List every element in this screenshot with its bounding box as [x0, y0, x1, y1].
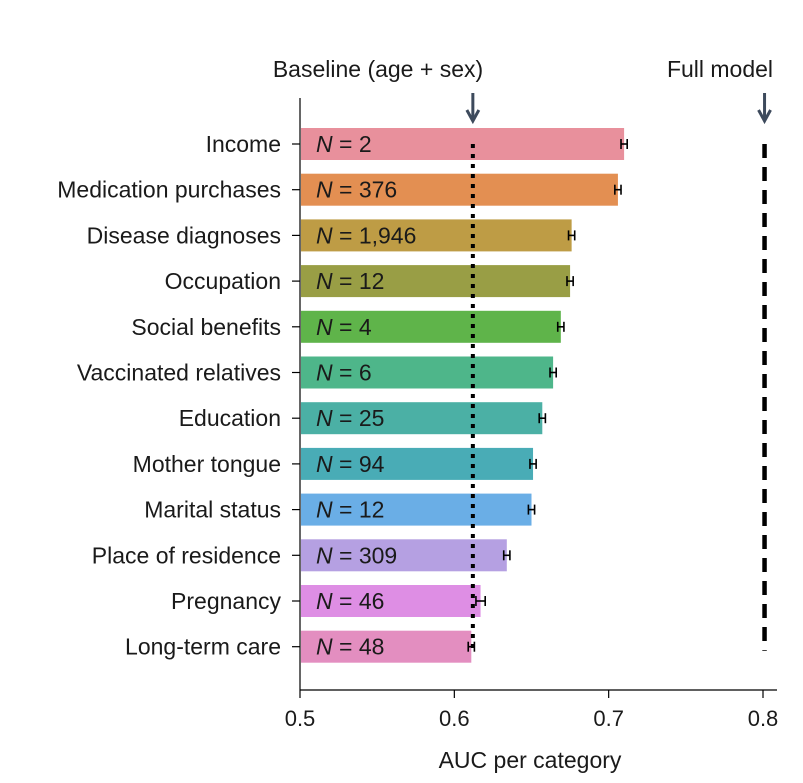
x-tick-label-0-6: 0.6 [439, 706, 470, 731]
error-bar-long-term-care [467, 641, 476, 652]
bar-pregnancy [301, 585, 481, 617]
bar-mother-tongue [301, 447, 534, 480]
n-label-marital-status: N = 12 [316, 497, 384, 523]
category-label-disease-diagnoses: Disease diagnoses [87, 222, 281, 248]
error-bar-occupation [566, 276, 574, 287]
error-bar-pregnancy [475, 596, 487, 606]
error-bar-disease-diagnoses [567, 230, 576, 241]
y-axis: Income Medication purchases Disease diagno… [57, 98, 301, 690]
category-label-mother-tongue: Mother tongue [133, 451, 281, 477]
n-label-income: N = 2 [316, 131, 372, 157]
x-axis-title: AUC per category [439, 747, 622, 773]
category-label-marital-status: Marital status [144, 497, 281, 523]
category-label-place-of-residence: Place of residence [92, 542, 281, 568]
bar-marital-status [301, 493, 532, 526]
category-label-education: Education [179, 405, 281, 431]
reference-arrows [465, 93, 772, 125]
error-bar-education [538, 413, 547, 424]
n-label-long-term-care: N = 48 [316, 634, 384, 660]
bar-disease-diagnoses [301, 219, 572, 252]
n-label-pregnancy: N = 46 [316, 588, 384, 614]
error-bar-vaccinated-relatives [549, 367, 557, 378]
full-model-arrow-head [757, 109, 772, 125]
n-label-mother-tongue: N = 94 [316, 451, 385, 477]
category-label-occupation: Occupation [165, 268, 281, 294]
n-label-disease-diagnoses: N = 1,946 [316, 222, 416, 248]
reference-lines [470, 144, 767, 651]
category-label-medication-purchases: Medication purchases [57, 177, 281, 203]
error-bar-place-of-residence [502, 550, 511, 561]
error-bar-medication-purchases [614, 184, 622, 195]
x-tick-label-0-5: 0.5 [285, 706, 316, 731]
full-model-arrow-icon [757, 93, 772, 125]
error-bar-income [620, 139, 628, 149]
full-model-label: Full model [667, 56, 773, 82]
n-labels: N = 2 N = 376 N = 1,946 N = 12 N = 4 N = 6 N =… [316, 131, 416, 660]
category-label-income: Income [206, 131, 281, 157]
x-tick-label-0-7: 0.7 [593, 706, 624, 731]
x-axis: 0.5 0.6 0.7 0.8 [285, 689, 779, 731]
reference-labels: Baseline (age + sex) Full model [273, 56, 773, 82]
baseline-arrow-icon [465, 93, 481, 125]
bar-education [301, 402, 543, 435]
bars [301, 128, 625, 663]
category-label-pregnancy: Pregnancy [171, 588, 281, 614]
x-tick-label-0-8: 0.8 [748, 706, 779, 731]
bar-vaccinated-relatives [301, 356, 554, 389]
category-label-vaccinated-relatives: Vaccinated relatives [77, 360, 281, 386]
n-label-social-benefits: N = 4 [316, 314, 372, 340]
baseline-label: Baseline (age + sex) [273, 56, 483, 82]
n-label-vaccinated-relatives: N = 6 [316, 360, 372, 386]
bar-social-benefits [301, 310, 561, 343]
bar-occupation [301, 265, 571, 298]
category-label-long-term-care: Long-term care [125, 634, 281, 660]
error-bar-social-benefits [556, 321, 565, 332]
bar-long-term-care [301, 630, 472, 663]
n-label-place-of-residence: N = 309 [316, 542, 397, 568]
error-bar-marital-status [527, 504, 536, 515]
error-bar-mother-tongue [529, 458, 537, 469]
n-label-occupation: N = 12 [316, 268, 384, 294]
bar-income [301, 128, 625, 160]
category-label-social-benefits: Social benefits [131, 314, 281, 340]
bar-medication-purchases [301, 173, 618, 206]
n-label-medication-purchases: N = 376 [316, 177, 397, 203]
n-label-education: N = 25 [316, 405, 384, 431]
baseline-arrow-head [465, 109, 481, 125]
error-bars [467, 139, 628, 652]
